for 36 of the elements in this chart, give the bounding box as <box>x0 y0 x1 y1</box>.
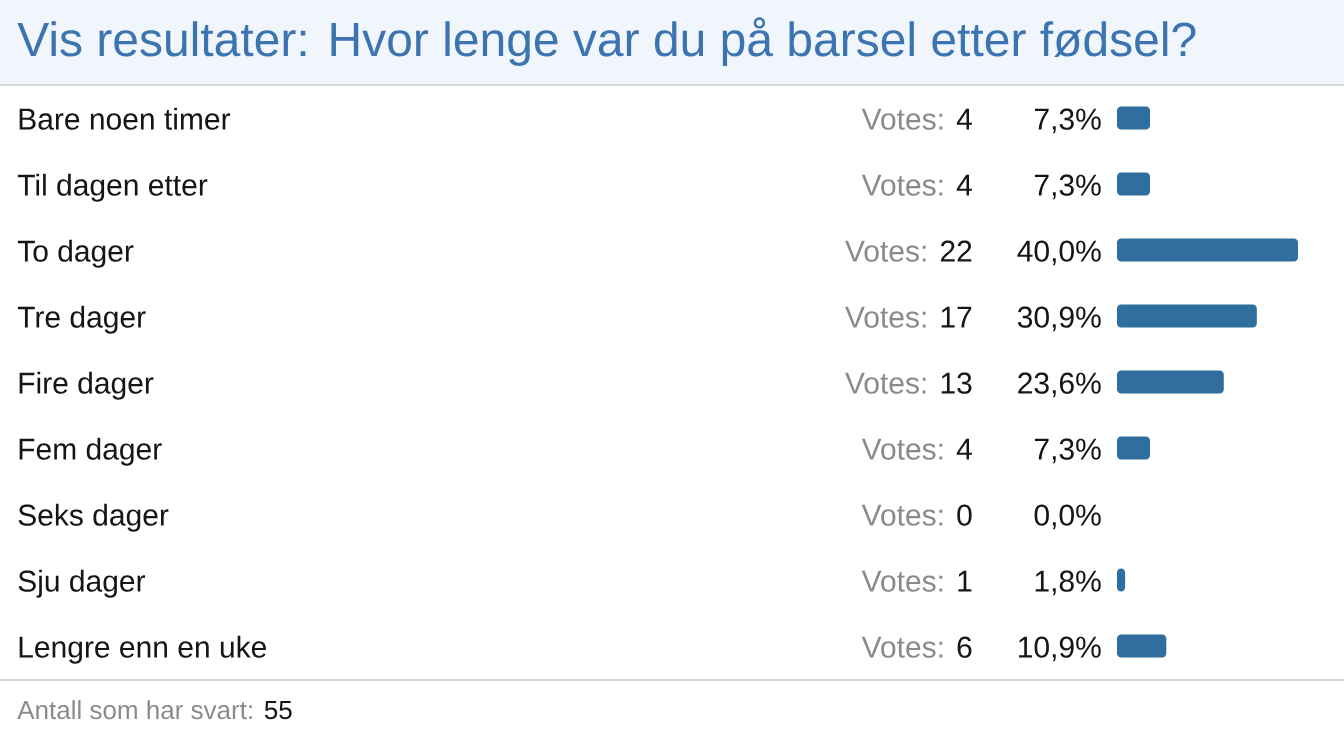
data-label: 10,9% <box>1019 636 1101 662</box>
text: Votes: 17 <box>845 306 972 328</box>
y-tick-label: Lengre enn en uke <box>19 635 267 664</box>
bar <box>1116 172 1151 196</box>
y-tick-label: Tre dager <box>17 305 146 334</box>
text: Votes: 13 <box>845 372 972 394</box>
text: Votes: 22 <box>845 240 972 262</box>
bar <box>1116 238 1298 262</box>
text: Votes: 0 <box>861 504 972 526</box>
y-tick-label: To dager <box>17 239 134 268</box>
data-label: 7,3% <box>1034 108 1101 134</box>
y-tick-label: Seks dager <box>18 503 169 532</box>
data-label: 1,8% <box>1035 570 1101 596</box>
bar <box>1116 436 1151 460</box>
y-tick-label: Sju dager <box>18 569 146 598</box>
bar <box>1116 370 1224 394</box>
y-tick-label: Fem dager <box>19 437 162 466</box>
bar <box>1116 106 1151 130</box>
text: Vis resultater: Hvor lenge var du på barsel etter fødsel? <box>17 17 1196 66</box>
text: Votes: 4 <box>861 438 972 460</box>
data-label: 0,0% <box>1034 504 1101 530</box>
bar <box>1116 304 1257 328</box>
bar <box>1116 634 1167 658</box>
data-label: 7,3% <box>1034 174 1101 200</box>
data-label: 23,6% <box>1018 372 1101 398</box>
y-tick-label: Til dagen etter <box>17 173 208 202</box>
y-tick-label: Bare noen timer <box>19 107 231 130</box>
text: Votes: 6 <box>861 636 972 658</box>
text: Votes: 4 <box>861 174 972 196</box>
data-label: 40,0% <box>1017 240 1101 266</box>
data-label: 30,9% <box>1017 306 1101 332</box>
y-tick-label: Fire dager <box>19 371 154 400</box>
text: Votes: 1 <box>861 570 972 592</box>
text: Antall som har svart: 55 <box>17 700 292 720</box>
data-label: 7,3% <box>1034 438 1101 464</box>
text: Votes: 4 <box>861 108 972 130</box>
